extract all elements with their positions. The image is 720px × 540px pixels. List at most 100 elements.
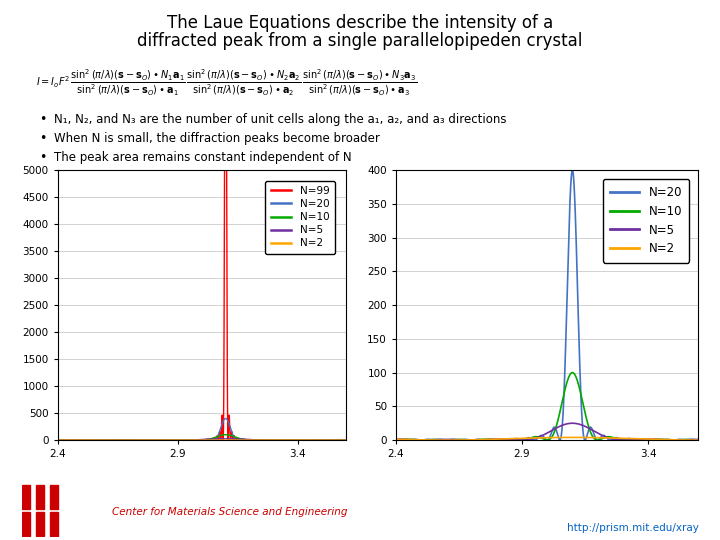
N=10	[584, 422, 593, 428]
Line: N=5: N=5	[396, 423, 698, 440]
Text: •: •	[40, 151, 47, 164]
Bar	[50, 512, 58, 536]
N=10	[568, 369, 577, 376]
Line: N=2: N=2	[396, 437, 698, 440]
N=2	[571, 434, 580, 441]
N=2	[616, 435, 624, 442]
Line: N=99: N=99	[58, 0, 346, 440]
N=10	[158, 437, 166, 443]
N=10	[282, 437, 291, 443]
Text: When N is small, the diffraction peaks become broader: When N is small, the diffraction peaks b…	[54, 132, 380, 145]
Text: •: •	[40, 113, 47, 126]
N=2	[568, 434, 577, 441]
N=20	[501, 436, 510, 442]
N=5	[584, 424, 593, 431]
N=2	[267, 437, 276, 443]
Text: •: •	[40, 132, 47, 145]
N=10	[501, 436, 510, 442]
N=10	[632, 436, 641, 442]
N=5	[224, 436, 233, 442]
N=10	[236, 436, 245, 442]
N=5	[221, 436, 230, 442]
Text: Center for Materials Science and Engineering: Center for Materials Science and Enginee…	[112, 507, 347, 517]
Line: N=20: N=20	[396, 170, 698, 440]
N=5	[568, 420, 577, 427]
Text: $I = I_o F^2 \,\dfrac{\sin^2(\pi/\lambda)(\mathbf{s}-\mathbf{s}_O)\bullet N_1\ma: $I = I_o F^2 \,\dfrac{\sin^2(\pi/\lambda…	[36, 68, 418, 98]
N=2	[224, 437, 233, 443]
N=2	[392, 436, 400, 442]
N=20	[236, 436, 245, 443]
N=2	[53, 437, 62, 443]
Line: N=10: N=10	[396, 373, 698, 440]
N=20	[341, 437, 350, 443]
N=99	[158, 437, 166, 443]
N=99	[338, 437, 346, 443]
N=2	[282, 437, 291, 443]
Text: diffracted peak from a single parallelopipeden crystal: diffracted peak from a single parallelop…	[138, 32, 582, 50]
N=20	[694, 437, 703, 443]
N=2	[158, 437, 166, 443]
N=99	[224, 437, 233, 443]
N=5	[174, 437, 182, 443]
N=10	[694, 437, 703, 443]
Bar	[22, 485, 30, 509]
N=5	[616, 437, 624, 443]
N=20	[68, 437, 76, 443]
N=5	[518, 437, 526, 443]
N=2	[632, 436, 641, 442]
N=5	[407, 436, 415, 443]
N=2	[68, 437, 76, 443]
N=20	[267, 437, 276, 443]
N=99	[68, 437, 76, 443]
N=2	[221, 437, 230, 443]
N=5	[282, 437, 291, 443]
Line: N=20: N=20	[58, 418, 346, 440]
Legend: N=99, N=20, N=10, N=5, N=2: N=99, N=20, N=10, N=5, N=2	[265, 181, 335, 254]
N=10	[407, 436, 415, 443]
N=5	[158, 437, 166, 443]
N=10	[571, 372, 580, 378]
Line: N=5: N=5	[58, 439, 346, 440]
Bar	[22, 512, 30, 536]
N=2	[341, 437, 350, 443]
Line: N=10: N=10	[58, 435, 346, 440]
N=20	[568, 167, 577, 173]
Legend: N=20, N=10, N=5, N=2: N=20, N=10, N=5, N=2	[603, 179, 690, 262]
N=20	[221, 415, 230, 422]
N=5	[632, 436, 641, 443]
N=5	[341, 437, 350, 443]
Text: The Laue Equations describe the intensity of a: The Laue Equations describe the intensit…	[167, 14, 553, 31]
N=2	[584, 434, 593, 441]
N=99	[267, 437, 276, 443]
N=20	[584, 428, 593, 435]
Text: The peak area remains constant independent of N: The peak area remains constant independe…	[54, 151, 351, 164]
N=99	[282, 437, 291, 443]
N=2	[407, 436, 415, 443]
N=10	[221, 431, 230, 438]
N=99	[53, 437, 62, 443]
Bar	[36, 485, 44, 509]
N=5	[53, 437, 62, 443]
N=20	[224, 418, 233, 424]
Text: N₁, N₂, and N₃ are the number of unit cells along the a₁, a₂, and a₃ directions: N₁, N₂, and N₃ are the number of unit ce…	[54, 113, 506, 126]
N=10	[224, 431, 233, 438]
N=10	[68, 437, 76, 443]
N=20	[282, 437, 291, 443]
N=20	[158, 437, 166, 443]
N=10	[392, 437, 400, 443]
N=2	[236, 437, 245, 443]
N=10	[53, 437, 62, 443]
N=99	[236, 436, 245, 443]
N=5	[267, 437, 276, 443]
N=99	[341, 437, 350, 443]
N=10	[341, 437, 350, 443]
N=2	[501, 436, 510, 442]
Text: http://prism.mit.edu/xray: http://prism.mit.edu/xray	[567, 523, 698, 533]
N=20	[571, 202, 580, 208]
N=20	[407, 436, 415, 443]
N=5	[392, 436, 400, 442]
N=20	[632, 437, 641, 443]
N=20	[392, 437, 400, 443]
N=10	[267, 437, 276, 443]
N=20	[53, 437, 62, 443]
